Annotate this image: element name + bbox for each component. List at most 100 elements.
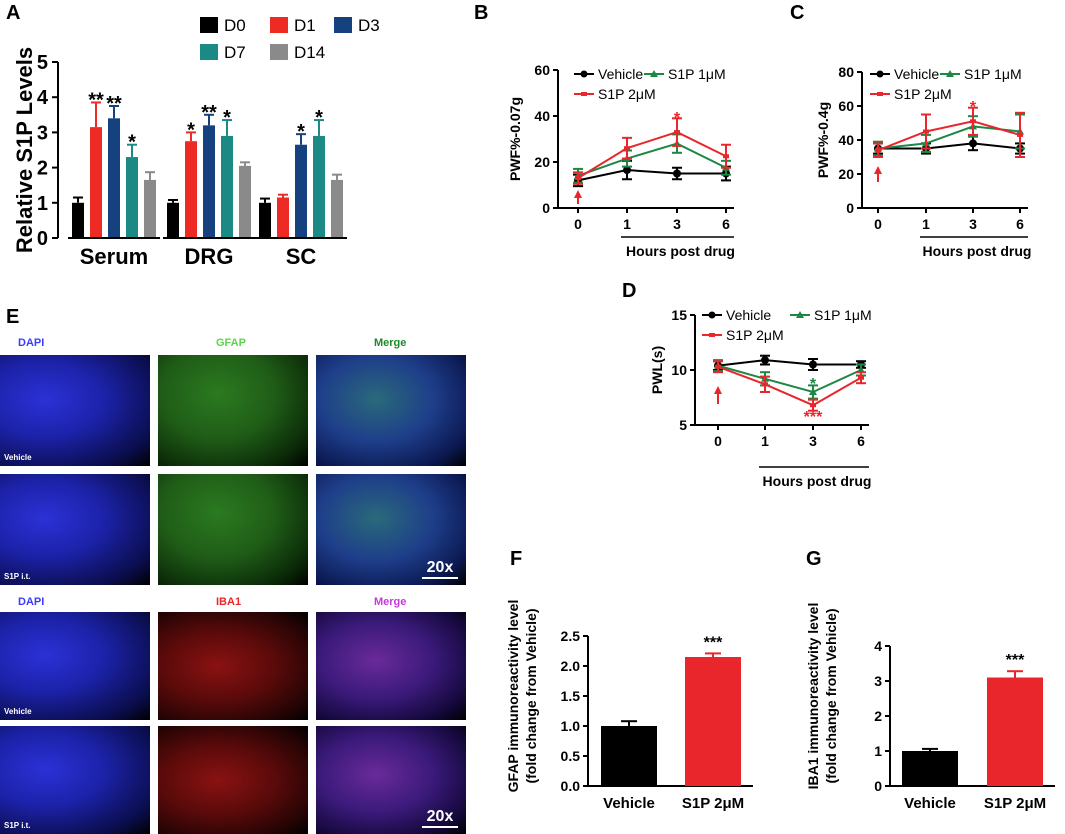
- legend-marker: [796, 311, 804, 318]
- data-point: [624, 146, 630, 151]
- legend-label: S1P 1μM: [814, 307, 872, 323]
- x-tick-label: 0: [574, 216, 582, 232]
- micrograph-header: DAPI: [18, 337, 45, 349]
- x-axis-label: Hours post drug: [923, 243, 1032, 259]
- significance-star: **: [106, 93, 122, 115]
- micrograph-header: Merge: [374, 337, 407, 349]
- series-line: [717, 364, 862, 394]
- x-tick-label: 1: [623, 216, 631, 232]
- x-tick-label: DRG: [185, 244, 234, 269]
- scale-bar: 20x: [422, 808, 458, 828]
- y-axis-label: PWF%-0.4g: [815, 102, 831, 178]
- bar: [221, 135, 233, 238]
- panel-label-a: A: [6, 2, 21, 24]
- micrograph-image: S1P i.t.: [0, 726, 150, 834]
- legend-label: D7: [224, 43, 246, 62]
- significance-star: *: [810, 376, 817, 393]
- series-line: [577, 142, 727, 177]
- legend-marker: [581, 92, 587, 96]
- legend-label: Vehicle: [726, 307, 771, 323]
- y-axis-label-line2: (fold change from Vehicle): [523, 608, 539, 783]
- y-axis-label: PWL(s): [649, 346, 665, 394]
- y-tick-label: 0: [37, 228, 48, 250]
- y-tick-label: 2: [874, 708, 882, 724]
- micrograph-image: 20x: [316, 474, 466, 585]
- y-tick-label: 1: [37, 193, 48, 215]
- legend-label: S1P 2μM: [598, 86, 656, 102]
- scale-bar-label: 20x: [426, 559, 454, 576]
- legend-label: S1P 1μM: [964, 66, 1022, 82]
- x-tick-label: Vehicle: [904, 795, 956, 812]
- data-point: [761, 356, 769, 365]
- y-tick-label: 10: [671, 362, 687, 378]
- y-tick-label: 0: [846, 200, 854, 216]
- bar: [313, 135, 325, 238]
- x-tick-label: 1: [761, 433, 769, 449]
- data-point: [970, 119, 976, 124]
- x-tick-label: 6: [1016, 216, 1024, 232]
- significance-star: ***: [704, 634, 723, 651]
- panel-label-d: D: [622, 280, 637, 302]
- panel-label-c: C: [790, 2, 805, 24]
- micrograph-image: [158, 726, 308, 834]
- series-line: [717, 365, 862, 407]
- y-tick-label: 5: [37, 52, 48, 74]
- y-tick-label: 40: [534, 108, 550, 124]
- data-point: [673, 169, 681, 178]
- bar: [239, 165, 251, 238]
- bar: [277, 197, 289, 238]
- data-point: [715, 364, 721, 369]
- significance-star: *: [970, 99, 977, 116]
- x-tick-label: SC: [286, 244, 317, 269]
- y-axis-label: IBA1 immunoreactivity level: [805, 603, 821, 790]
- series-line: [878, 142, 1021, 150]
- y-tick-label: 2.0: [561, 658, 581, 674]
- legend-swatch: [200, 17, 218, 33]
- x-tick-label: Vehicle: [603, 795, 655, 812]
- panel-label-e: E: [6, 306, 20, 328]
- bar: [185, 141, 197, 238]
- x-tick-label: 0: [714, 433, 722, 449]
- data-point: [923, 129, 929, 134]
- y-tick-label: 80: [838, 64, 854, 80]
- x-axis-label: Hours post drug: [626, 243, 735, 259]
- micrograph-image: Vehicle: [0, 612, 150, 720]
- legend-label: D14: [294, 43, 325, 62]
- series-line: [877, 120, 1021, 152]
- y-axis-label: GFAP immunoreactivity level: [505, 600, 521, 793]
- y-tick-label: 3: [874, 673, 882, 689]
- micrograph-row-label: Vehicle: [4, 707, 32, 716]
- x-axis-label: Hours post drug: [763, 473, 872, 489]
- drug-arrow-head: [714, 386, 722, 394]
- bar: [331, 179, 343, 238]
- bar: [90, 127, 102, 238]
- y-tick-label: 15: [671, 307, 687, 323]
- panel-label-f: F: [510, 548, 523, 570]
- micrograph-row-label: S1P i.t.: [4, 572, 31, 581]
- scale-bar-label: 20x: [426, 808, 454, 825]
- micrograph-image: S1P i.t.: [0, 474, 150, 585]
- significance-star: *: [674, 110, 681, 127]
- micrograph-header: GFAP: [216, 337, 246, 349]
- data-point: [969, 139, 977, 148]
- data-point: [875, 148, 881, 153]
- legend-swatch: [200, 44, 218, 60]
- y-axis-label: PWF%-0.07g: [507, 97, 523, 181]
- bar: [902, 751, 958, 786]
- micrograph-image: [158, 612, 308, 720]
- x-tick-label: 6: [722, 216, 730, 232]
- panel-label-g: G: [806, 548, 822, 570]
- y-tick-label: 20: [838, 166, 854, 182]
- micrograph-image: [158, 355, 308, 466]
- micrograph-image: [158, 474, 308, 585]
- legend-label: D1: [294, 16, 316, 35]
- chart-c: 0 20 40 60 80 PWF%-0.4g 0 1 3 6 Hours post drug * Ve…: [815, 64, 1032, 259]
- data-point: [623, 166, 631, 175]
- data-point: [575, 176, 581, 181]
- bar: [126, 157, 138, 238]
- chart-g: 0 1 2 3 4 IBA1 immunoreactivity level (fold ch…: [805, 603, 1055, 812]
- data-point: [858, 375, 864, 380]
- y-axis-label: Relative S1P Levels: [12, 47, 37, 253]
- y-tick-label: 4: [874, 638, 882, 654]
